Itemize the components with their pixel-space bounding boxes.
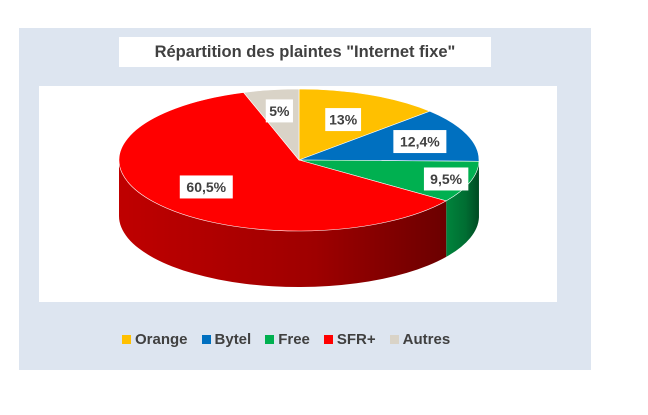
legend-item-orange: Orange — [122, 331, 188, 348]
data-label-free: 9,5% — [430, 171, 462, 187]
legend-item-bytel: Bytel — [201, 331, 252, 348]
pie-data-labels: 13% 12,4% 9,5% 60,5% 5% — [179, 99, 469, 199]
slice-side-sfr — [119, 160, 447, 287]
pie-sides — [119, 160, 479, 287]
data-label-orange: 13% — [329, 112, 358, 128]
chart-title: Répartition des plaintes "Internet fixe" — [119, 37, 491, 67]
legend-label: Orange — [135, 331, 188, 348]
slice-orange — [298, 88, 431, 161]
data-label-autres: 5% — [269, 103, 290, 119]
legend-item-free: Free — [265, 331, 310, 348]
data-label-bytel: 12,4% — [400, 134, 440, 150]
slice-side-free — [446, 161, 479, 257]
legend-label: Free — [278, 331, 310, 348]
legend-item-sfr: SFR+ — [323, 331, 376, 348]
legend-item-autres: Autres — [389, 331, 451, 348]
data-label-box-bytel — [393, 130, 447, 154]
data-label-box-free — [423, 167, 469, 191]
legend-label: SFR+ — [336, 331, 376, 348]
data-label-box-autres — [265, 99, 293, 123]
legend-swatch — [122, 335, 131, 344]
legend-swatch — [389, 335, 399, 344]
legend-swatch — [265, 335, 275, 344]
pie-tops — [118, 88, 480, 232]
chart-legend: Orange Bytel Free SFR+ Autres — [122, 331, 450, 348]
legend-label: Bytel — [214, 331, 252, 348]
data-label-sfr: 60,5% — [186, 179, 226, 195]
data-label-box-orange — [325, 108, 362, 132]
legend-swatch — [323, 335, 333, 344]
legend-label: Autres — [402, 331, 451, 348]
legend-swatch — [201, 335, 211, 344]
data-label-box-sfr — [179, 175, 233, 199]
